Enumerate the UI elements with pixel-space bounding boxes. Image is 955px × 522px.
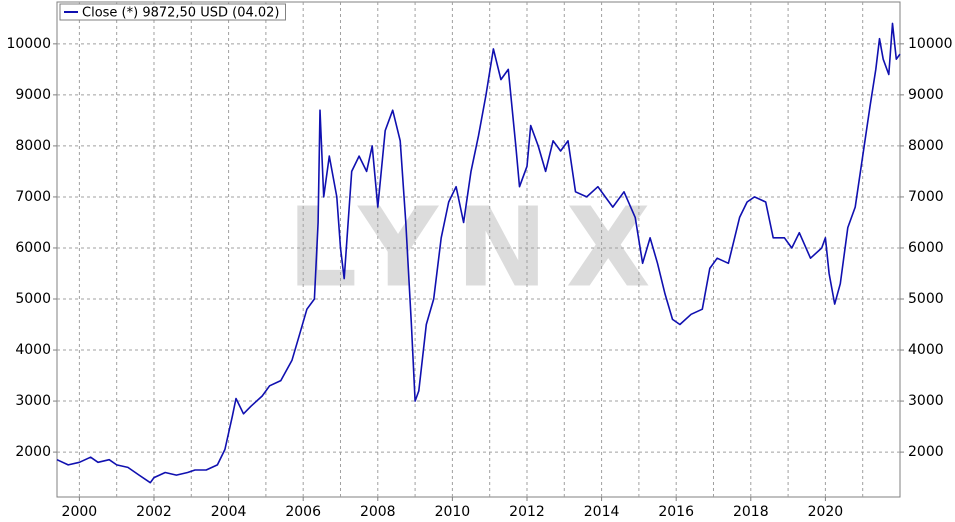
y-tick-label: 9000 — [15, 87, 51, 103]
y-tick-label: 2000 — [15, 444, 51, 460]
x-tick-label: 2020 — [808, 504, 844, 520]
plot-area — [56, 1, 901, 498]
y-tick-label: 10000 — [6, 36, 51, 52]
x-tick-label: 2006 — [285, 504, 321, 520]
y-tick-label: 8000 — [15, 138, 51, 154]
y2-tick-label: 3000 — [908, 393, 944, 409]
y-tick-label: 7000 — [15, 189, 51, 205]
legend-label: Close (*) 9872,50 USD (04.02) — [82, 6, 279, 21]
x-tick-label: 2002 — [136, 504, 172, 520]
y-tick-label: 6000 — [15, 240, 51, 256]
y2-tick-label: 6000 — [908, 240, 944, 256]
y-tick-label: 3000 — [15, 393, 51, 409]
y-tick-label: 4000 — [15, 342, 51, 358]
x-tick-label: 2012 — [509, 504, 545, 520]
y-tick-label: 5000 — [15, 291, 51, 307]
watermark: LYNX — [287, 183, 668, 311]
legend-box — [59, 3, 286, 21]
y2-tick-label: 5000 — [908, 291, 944, 307]
y2-tick-label: 7000 — [908, 189, 944, 205]
price-line — [56, 22, 901, 484]
y2-tick-label: 8000 — [908, 138, 944, 154]
x-tick-label: 2010 — [435, 504, 471, 520]
x-tick-label: 2008 — [360, 504, 396, 520]
y2-tick-label: 2000 — [908, 444, 944, 460]
x-tick-label: 2016 — [658, 504, 694, 520]
x-tick-label: 2018 — [733, 504, 769, 520]
x-tick-label: 2004 — [211, 504, 247, 520]
y2-tick-label: 10000 — [908, 36, 953, 52]
y2-tick-label: 4000 — [908, 342, 944, 358]
y2-tick-label: 9000 — [908, 87, 944, 103]
x-tick-label: 2000 — [62, 504, 98, 520]
x-tick-label: 2014 — [584, 504, 620, 520]
legend: Close (*) 9872,50 USD (04.02) — [59, 3, 286, 21]
